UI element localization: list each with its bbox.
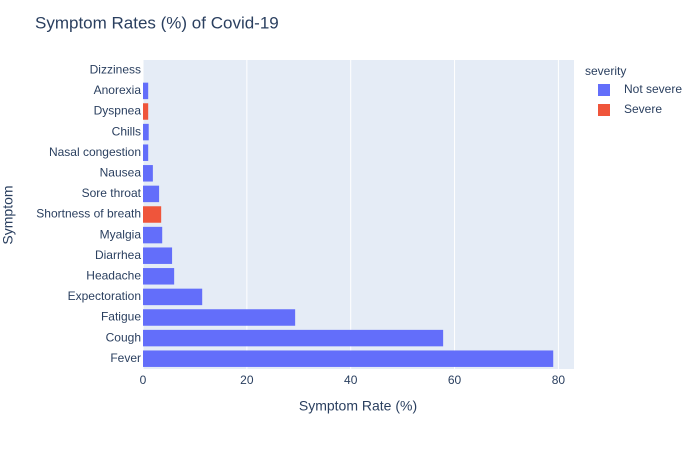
y-tick-label: Diarrhea [95,248,141,262]
y-tick-label: Cough [106,330,141,344]
legend-title: severity [585,64,626,78]
y-tick-label: Dizziness [90,62,141,76]
legend-swatch [598,84,610,96]
bar [143,268,175,285]
y-tick-label: Sore throat [82,186,142,200]
bar [143,206,162,223]
y-axis-title: Symptom [0,185,16,244]
y-tick-label: Expectoration [68,289,141,303]
bar [143,103,149,120]
bar [143,123,149,141]
bar [143,144,149,161]
y-tick-label: Dyspnea [94,104,142,118]
bar [143,185,160,203]
legend-label: Not severe [624,82,682,96]
x-tick-label: 60 [448,373,462,387]
bar [143,350,554,367]
chart-title: Symptom Rates (%) of Covid-19 [35,13,279,32]
bar [143,329,444,347]
y-tick-label: Fever [110,351,141,365]
bar [143,82,149,100]
y-tick-label: Anorexia [94,83,142,97]
legend-swatch [598,104,610,116]
legend-label: Severe [624,102,662,116]
x-axis-title: Symptom Rate (%) [299,398,417,414]
bar [143,309,296,326]
x-tick-label: 80 [552,373,566,387]
bar [143,247,173,264]
y-tick-label: Nasal congestion [49,145,141,159]
y-tick-label: Headache [86,268,141,282]
y-tick-label: Fatigue [101,310,141,324]
bar [143,288,203,306]
x-tick-label: 0 [140,373,147,387]
x-tick-label: 20 [240,373,254,387]
y-tick-label: Myalgia [100,227,142,241]
x-tick-label: 40 [344,373,358,387]
y-tick-label: Shortness of breath [36,207,141,221]
bar [143,226,163,244]
y-tick-label: Chills [112,124,141,138]
y-tick-label: Nausea [100,165,142,179]
bar [143,165,153,182]
